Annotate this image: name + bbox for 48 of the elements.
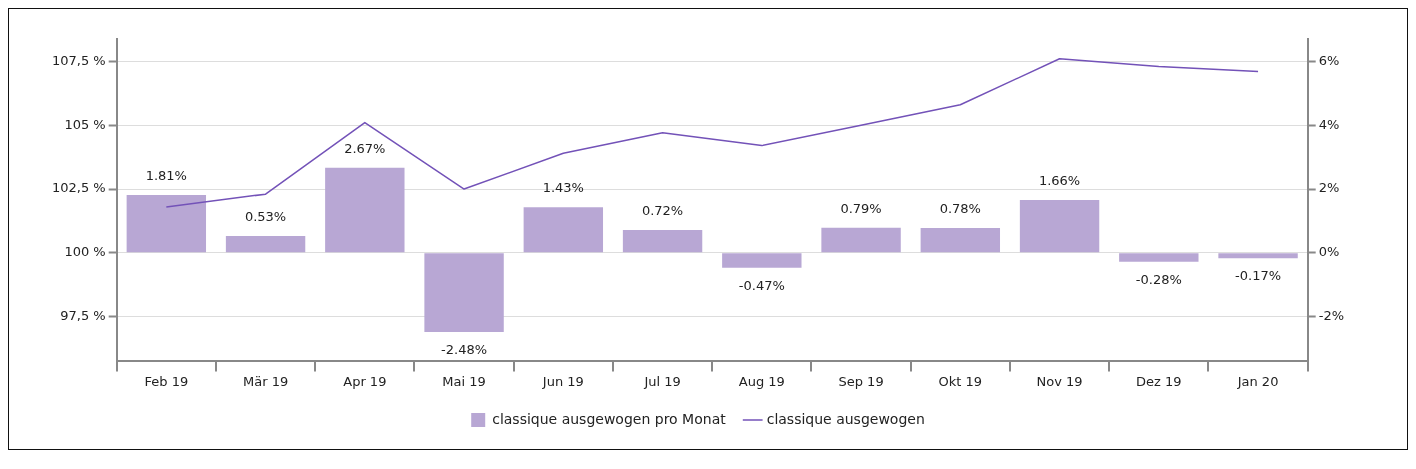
bar <box>821 227 901 253</box>
bar <box>622 229 703 253</box>
y2-tick-label: 2% <box>1318 180 1340 196</box>
y-tick-label: 97,5 % <box>60 308 106 324</box>
y2-tick-label: 6% <box>1318 52 1340 68</box>
y-tick-label: 105 % <box>64 116 106 132</box>
data-label: -0.47% <box>738 277 785 293</box>
x-tick-label: Aug 19 <box>738 373 785 389</box>
y-tick-label: 102,5 % <box>52 180 106 196</box>
data-label: 1.66% <box>1038 172 1081 188</box>
x-tick-label: Nov 19 <box>1036 373 1083 389</box>
bar <box>920 227 1001 253</box>
y2-tick-label: 4% <box>1318 116 1340 132</box>
bar <box>126 195 207 253</box>
x-tick-label: Sep 19 <box>838 373 884 389</box>
legend-label: classique ausgewogen pro Monat <box>492 410 727 427</box>
data-label: 1.43% <box>542 180 584 196</box>
bar <box>325 167 405 253</box>
legend-label: classique ausgewogen <box>766 410 925 427</box>
bar <box>1218 253 1298 259</box>
bar <box>225 235 306 253</box>
data-label: -0.17% <box>1235 268 1282 284</box>
x-tick-label: Dez 19 <box>1136 373 1182 389</box>
data-label: -0.28% <box>1135 271 1182 287</box>
x-tick-label: Mai 19 <box>442 373 486 389</box>
x-tick-label: Feb 19 <box>144 373 189 389</box>
x-tick-label: Jun 19 <box>541 373 584 389</box>
y2-tick-label: 0% <box>1318 244 1340 260</box>
data-label: -2.48% <box>441 341 488 357</box>
bar <box>722 253 802 268</box>
bar <box>1019 199 1100 253</box>
y-tick-label: 100 % <box>64 244 106 260</box>
bar <box>1119 253 1199 262</box>
x-tick-label: Mär 19 <box>242 373 289 389</box>
data-label: 0.53% <box>244 208 287 224</box>
bar <box>523 207 604 253</box>
x-tick-label: Jan 20 <box>1236 373 1279 389</box>
x-tick-label: Okt 19 <box>938 373 983 389</box>
y2-tick-label: -2% <box>1318 308 1345 324</box>
data-label: 0.72% <box>641 202 684 218</box>
data-label: 0.79% <box>840 200 882 216</box>
y-tick-label: 107,5 % <box>52 52 106 68</box>
x-tick-label: Apr 19 <box>343 373 387 389</box>
data-label: 0.78% <box>939 200 981 216</box>
bar <box>424 253 504 333</box>
data-label: 2.67% <box>344 140 386 156</box>
x-tick-label: Jul 19 <box>643 373 681 389</box>
data-label: 1.81% <box>145 167 187 183</box>
